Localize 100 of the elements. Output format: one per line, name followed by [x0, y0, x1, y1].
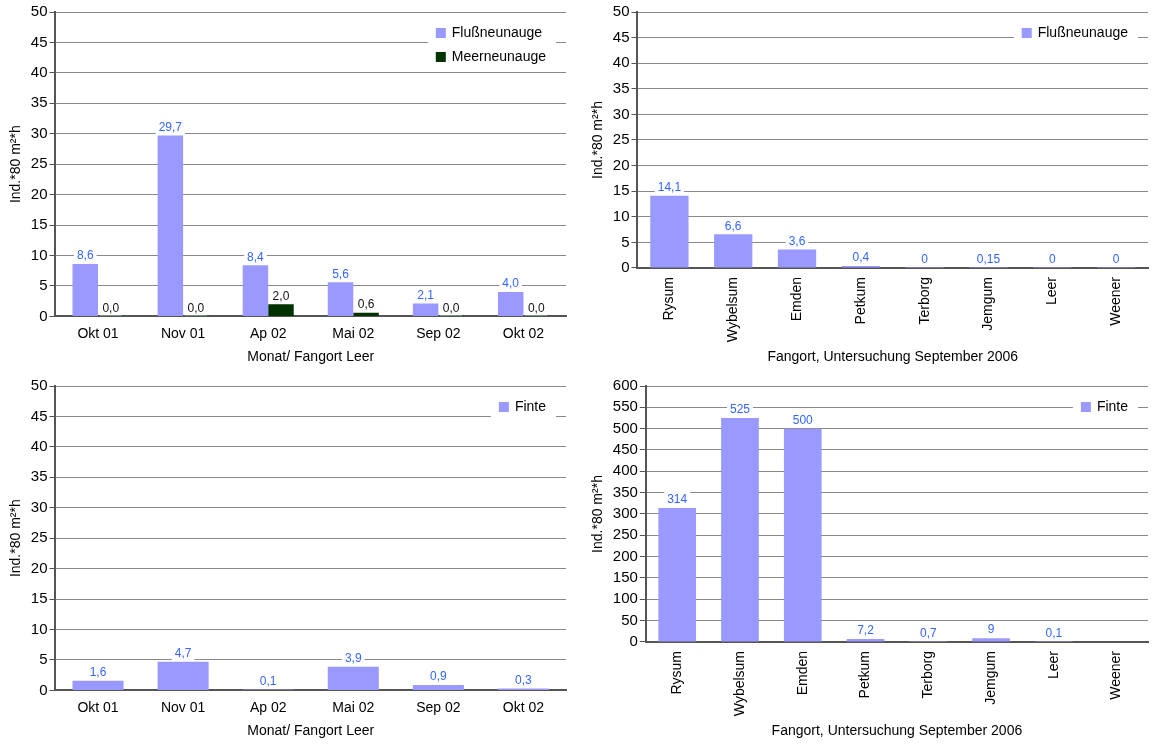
bar [157, 135, 184, 316]
x-tick-label: Leer [1044, 650, 1061, 680]
y-tick-label: 250 [612, 525, 638, 543]
x-tick-label: Petkum [851, 276, 868, 325]
y-tick-label: 50 [30, 376, 48, 394]
y-tick-label: 35 [30, 467, 48, 485]
y-axis-title: Ind.*80 m²*h [589, 475, 606, 553]
x-tick-label: Terborg [915, 276, 932, 325]
y-tick-label: 35 [30, 93, 48, 111]
x-axis-title: Fangort, Untersuchung September 2006 [771, 722, 1023, 739]
bar [658, 508, 697, 642]
y-tick-label: 450 [612, 440, 638, 458]
y-tick-label: 0 [39, 680, 48, 698]
x-tick-label: Weener [1107, 650, 1124, 700]
y-tick-label: 50 [612, 2, 630, 20]
y-tick-label: 5 [621, 232, 630, 250]
data-label: 0 [1112, 252, 1120, 267]
data-label: 2,1 [417, 287, 435, 302]
y-tick-label: 350 [612, 482, 638, 500]
data-label: 4,7 [174, 646, 192, 661]
x-tick-label: Rysum [668, 650, 685, 695]
y-tick-label: 150 [612, 568, 638, 586]
bar [412, 303, 439, 316]
y-tick-label: 550 [612, 397, 638, 415]
data-label: 500 [792, 412, 814, 427]
x-axis-title: Fangort, Untersuchung September 2006 [767, 348, 1019, 365]
x-tick-label: Okt 02 [502, 324, 545, 341]
data-label: 3,9 [344, 650, 362, 665]
y-tick-label: 30 [30, 123, 48, 141]
y-tick-label: 0 [621, 258, 630, 276]
x-tick-label: Wybelsum [730, 650, 747, 717]
bar [242, 265, 269, 316]
legend-label: Finte [514, 397, 547, 414]
x-tick-label: Mai 02 [332, 324, 375, 341]
bar [353, 312, 379, 316]
data-label: 0,3 [515, 672, 533, 687]
y-tick-label: 200 [612, 546, 638, 564]
data-label: 0,7 [919, 625, 937, 640]
y-tick-label: 40 [30, 63, 48, 81]
data-label: 525 [729, 402, 751, 417]
x-tick-label: Emden [787, 276, 804, 322]
x-tick-label: Mai 02 [332, 698, 375, 715]
x-tick-label: Nov 01 [160, 698, 206, 715]
y-tick-label: 45 [30, 406, 48, 424]
x-tick-label: Jemgum [981, 650, 998, 705]
y-tick-label: 15 [612, 181, 630, 199]
data-label: 4,0 [502, 276, 520, 291]
legend-label: Flußneunauge [1037, 23, 1129, 40]
x-tick-label: Ap 02 [249, 324, 287, 341]
y-tick-label: 500 [612, 418, 638, 436]
y-tick-label: 35 [612, 78, 630, 96]
y-tick-label: 50 [621, 610, 638, 628]
y-tick-label: 5 [39, 650, 48, 668]
bar [777, 249, 817, 268]
bar [412, 684, 464, 690]
bar [268, 304, 294, 316]
x-tick-label: Sep 02 [416, 324, 461, 341]
y-tick-label: 600 [612, 376, 638, 394]
x-tick-label: Wybelsum [724, 276, 741, 343]
x-tick-label: Rysum [660, 276, 677, 321]
y-tick-label: 30 [612, 104, 630, 122]
x-tick-label: Leer [1043, 276, 1060, 306]
bar [72, 680, 124, 690]
x-tick-label: Okt 01 [77, 324, 119, 341]
bar [497, 292, 524, 316]
y-tick-label: 30 [30, 497, 48, 515]
y-tick-label: 25 [30, 154, 48, 172]
y-tick-label: 45 [30, 32, 48, 50]
y-tick-label: 0 [629, 632, 638, 650]
bar [783, 428, 822, 642]
x-axis-title: Monat/ Fangort Leer [247, 348, 375, 365]
x-tick-label: Jemgum [979, 276, 996, 331]
legend-label: Flußneunauge [451, 23, 543, 40]
y-tick-label: 15 [30, 215, 48, 233]
x-tick-label: Emden [793, 650, 810, 696]
y-axis-title: Ind.*80 m²*h [7, 125, 24, 204]
data-label: 0,1 [259, 674, 277, 689]
x-tick-label: Okt 02 [502, 698, 545, 715]
y-tick-label: 20 [612, 155, 630, 173]
data-label: 6,6 [724, 218, 742, 233]
legend-label: Meerneunauge [451, 47, 547, 64]
data-label: 0,4 [852, 250, 870, 265]
data-label: 0,0 [102, 300, 120, 315]
bar [721, 418, 759, 642]
x-tick-label: Sep 02 [416, 698, 461, 715]
bar [72, 264, 99, 316]
x-tick-label: Okt 01 [77, 698, 119, 715]
y-tick-label: 100 [612, 589, 638, 607]
data-label: 0,0 [187, 300, 205, 315]
data-label: 14,1 [657, 180, 682, 195]
data-label: 8,4 [247, 249, 265, 264]
data-label: 2,0 [272, 288, 290, 303]
data-label: 0,0 [527, 300, 545, 315]
y-axis-title: Ind.*80 m²*h [589, 101, 606, 179]
y-tick-label: 10 [30, 245, 48, 263]
y-tick-label: 300 [612, 504, 638, 522]
legend-label: Finte [1096, 397, 1129, 414]
bar [157, 661, 209, 690]
y-tick-label: 20 [30, 184, 48, 202]
y-tick-label: 50 [30, 2, 48, 20]
